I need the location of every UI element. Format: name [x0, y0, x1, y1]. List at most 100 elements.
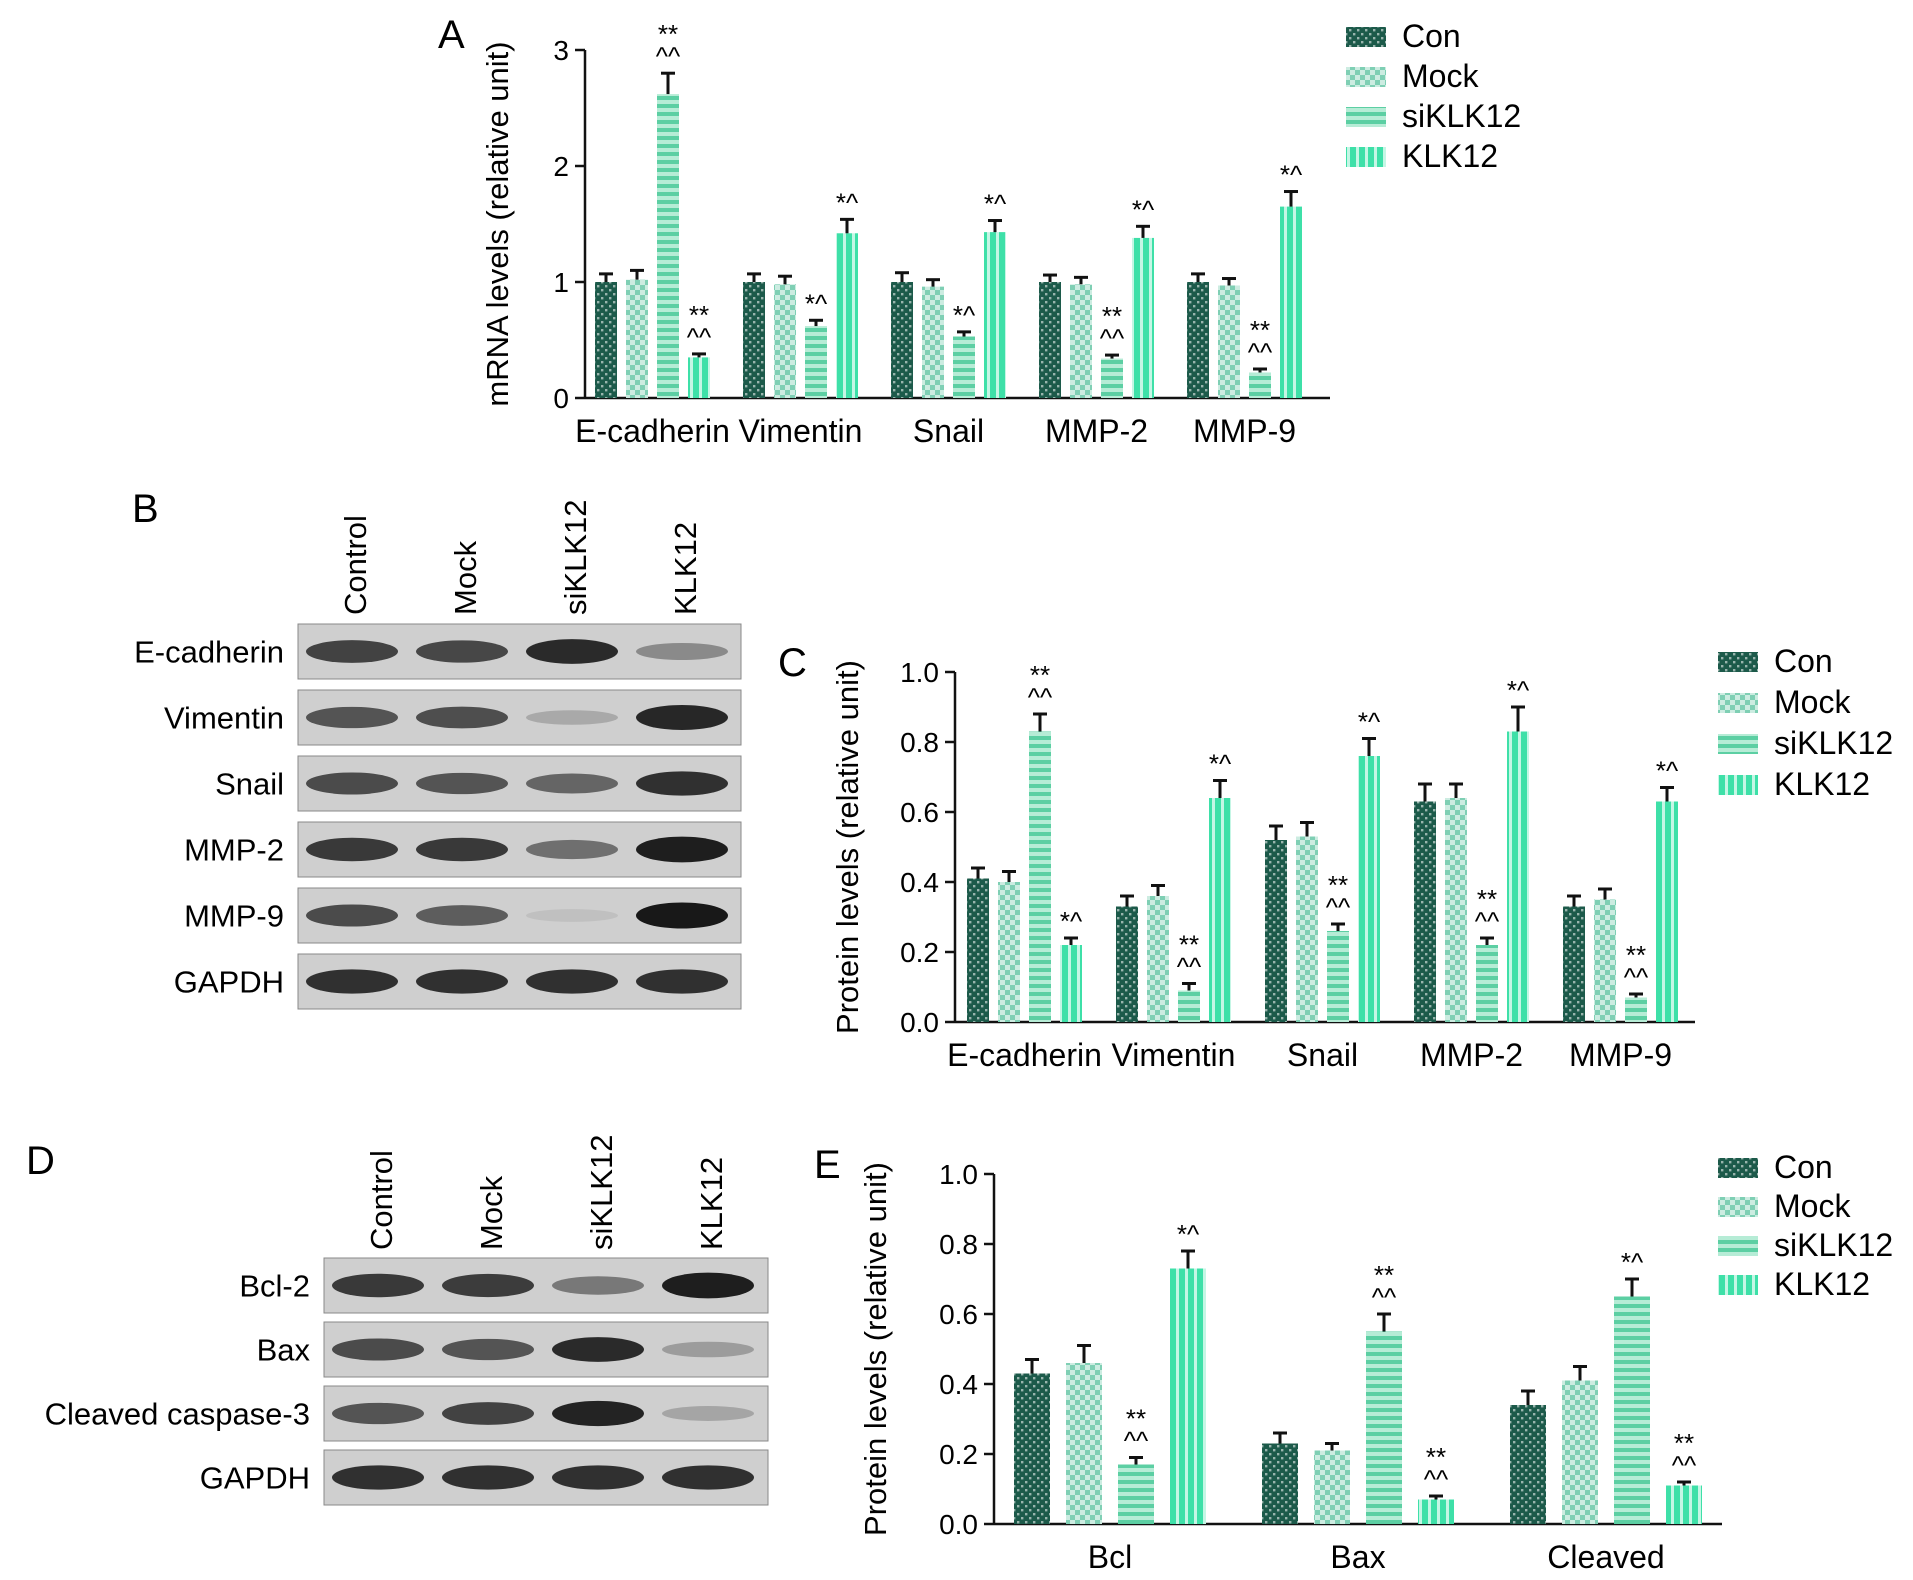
chart-a-significance-mark: ** — [658, 19, 678, 49]
blot-b-band — [416, 837, 508, 862]
chart-c-significance-mark: ^^ — [1028, 682, 1053, 712]
chart-a-legend-swatch-siklk12 — [1346, 107, 1386, 127]
chart-a-bar-mock-4 — [1218, 285, 1240, 398]
chart-c-bar-klk12-4 — [1656, 801, 1678, 1022]
chart-a-legend-swatch-klk12 — [1346, 147, 1386, 167]
chart-e-bar-klk12-0 — [1170, 1268, 1206, 1524]
chart-e-significance-mark: ^^ — [1424, 1464, 1449, 1494]
chart-e-bar-con-2 — [1510, 1405, 1546, 1524]
chart-e-significance-mark: ^^ — [1672, 1450, 1697, 1480]
chart-e-legend-swatch-con — [1718, 1158, 1758, 1178]
chart-a-significance-mark: ^^ — [656, 41, 681, 71]
blot-b-row-label: MMP-2 — [184, 833, 284, 868]
chart-a-bar-con-3 — [1039, 282, 1061, 398]
chart-c-y-tick-label: 1.0 — [900, 657, 939, 688]
chart-a-significance-mark: *^ — [984, 189, 1007, 219]
blot-b-row-label: Vimentin — [164, 701, 284, 736]
chart-e-legend-label-con: Con — [1774, 1149, 1833, 1185]
chart-e-y-tick-label: 1.0 — [939, 1159, 978, 1190]
chart-e-significance-mark: *^ — [1621, 1247, 1644, 1277]
chart-e-legend-label-siklk12: siKLK12 — [1774, 1227, 1893, 1263]
chart-c-bar-siklk12-1 — [1178, 990, 1200, 1022]
blot-d-band — [662, 1465, 754, 1490]
chart-c-legend-swatch-klk12 — [1718, 775, 1758, 795]
chart-a-bar-siklk12-4 — [1249, 372, 1271, 398]
blot-d-lane-label: Control — [364, 1150, 399, 1250]
chart-a-significance-mark: ^^ — [1100, 323, 1125, 353]
blot-b-band — [526, 969, 618, 994]
chart-e-significance-mark: ** — [1674, 1428, 1694, 1458]
chart-e-category-label: Bcl — [1088, 1539, 1132, 1575]
chart-c-protein-levels: 0.0 0.2 0.4 0.6 0.8 1.0 Protein levels (relati… — [830, 643, 1893, 1073]
chart-a-bar-siklk12-1 — [805, 326, 827, 398]
blot-b-row-label: Snail — [215, 767, 284, 802]
chart-e-bar-klk12-1 — [1418, 1499, 1454, 1524]
chart-e-apoptosis-protein-levels: 0.0 0.2 0.4 0.6 0.8 1.0 Protein levels (relati… — [858, 1149, 1893, 1575]
blot-b-lane-label: Control — [338, 515, 373, 615]
blot-b-band — [526, 639, 618, 664]
panel-letter-b: B — [132, 487, 159, 531]
blot-b-band — [306, 772, 398, 795]
blot-d-row-label: Bax — [257, 1333, 311, 1368]
chart-e-y-tick-label: 0.8 — [939, 1229, 978, 1260]
chart-c-bar-mock-2 — [1296, 836, 1318, 1022]
chart-c-legend-swatch-con — [1718, 652, 1758, 672]
blot-d-band — [552, 1465, 644, 1490]
blot-b-lane-label: siKLK12 — [558, 500, 593, 615]
blot-b-band — [526, 710, 618, 725]
chart-c-y-tick-label: 0.6 — [900, 797, 939, 828]
chart-c-category-label: E-cadherin — [947, 1037, 1102, 1073]
chart-c-bar-siklk12-0 — [1029, 731, 1051, 1022]
chart-a-significance-mark: *^ — [836, 187, 859, 217]
chart-e-y-tick-label: 0.0 — [939, 1509, 978, 1540]
chart-a-bar-klk12-3 — [1132, 237, 1154, 398]
chart-a-legend-label-mock: Mock — [1402, 58, 1479, 94]
blot-b-row-label: MMP-9 — [184, 899, 284, 934]
chart-c-y-tick-label: 0.8 — [900, 727, 939, 758]
blot-b-band — [526, 839, 618, 860]
chart-c-category-label: MMP-2 — [1420, 1037, 1523, 1073]
chart-c-legend-label-mock: Mock — [1774, 684, 1851, 720]
chart-a-y-tick-label: 0 — [553, 383, 569, 414]
chart-a-bar-klk12-0 — [688, 357, 710, 398]
chart-c-legend-label-con: Con — [1774, 643, 1833, 679]
chart-e-bar-mock-0 — [1066, 1363, 1102, 1524]
blot-b-band — [636, 705, 728, 730]
blot-d-lane-label: KLK12 — [694, 1157, 729, 1250]
chart-e-bar-siklk12-1 — [1366, 1331, 1402, 1524]
chart-e-bar-con-1 — [1262, 1443, 1298, 1524]
blot-b-band — [526, 909, 618, 922]
chart-a-bar-klk12-2 — [984, 232, 1006, 398]
chart-c-category-label: Vimentin — [1112, 1037, 1236, 1073]
chart-c-bar-mock-3 — [1445, 798, 1467, 1022]
blot-d-band — [332, 1402, 424, 1425]
blot-b-band — [416, 640, 508, 663]
western-blot-b: Control Mock siKLK12 KLK12 E-cadherin Vimenti… — [134, 500, 742, 1010]
chart-c-significance-mark: *^ — [1656, 756, 1679, 786]
chart-e-legend-label-klk12: KLK12 — [1774, 1266, 1870, 1302]
chart-a-bar-siklk12-0 — [657, 94, 679, 398]
blot-d-band — [442, 1338, 534, 1361]
chart-c-legend-swatch-siklk12 — [1718, 734, 1758, 754]
blot-b-row-label: E-cadherin — [134, 635, 284, 670]
chart-c-y-tick-label: 0.2 — [900, 937, 939, 968]
blot-b-band — [636, 771, 728, 796]
chart-c-y-tick-label: 0.0 — [900, 1007, 939, 1038]
chart-e-significance-mark: ** — [1126, 1404, 1146, 1434]
chart-a-significance-mark: ^^ — [1248, 337, 1273, 367]
chart-e-bar-klk12-2 — [1666, 1485, 1702, 1524]
blot-d-band — [332, 1273, 424, 1298]
chart-a-y-tick-label: 3 — [553, 35, 569, 66]
chart-c-significance-mark: *^ — [1358, 707, 1381, 737]
chart-a-bar-con-4 — [1187, 282, 1209, 398]
blot-b-band — [416, 905, 508, 926]
chart-a-bar-siklk12-3 — [1101, 358, 1123, 398]
chart-a-legend-label-klk12: KLK12 — [1402, 138, 1498, 174]
blot-b-lane-label: KLK12 — [668, 522, 703, 615]
chart-e-y-tick-label: 0.2 — [939, 1439, 978, 1470]
chart-c-significance-mark: ** — [1030, 660, 1050, 690]
chart-c-bar-con-4 — [1563, 906, 1585, 1022]
blot-b-band — [306, 706, 398, 729]
chart-e-legend-label-mock: Mock — [1774, 1188, 1851, 1224]
